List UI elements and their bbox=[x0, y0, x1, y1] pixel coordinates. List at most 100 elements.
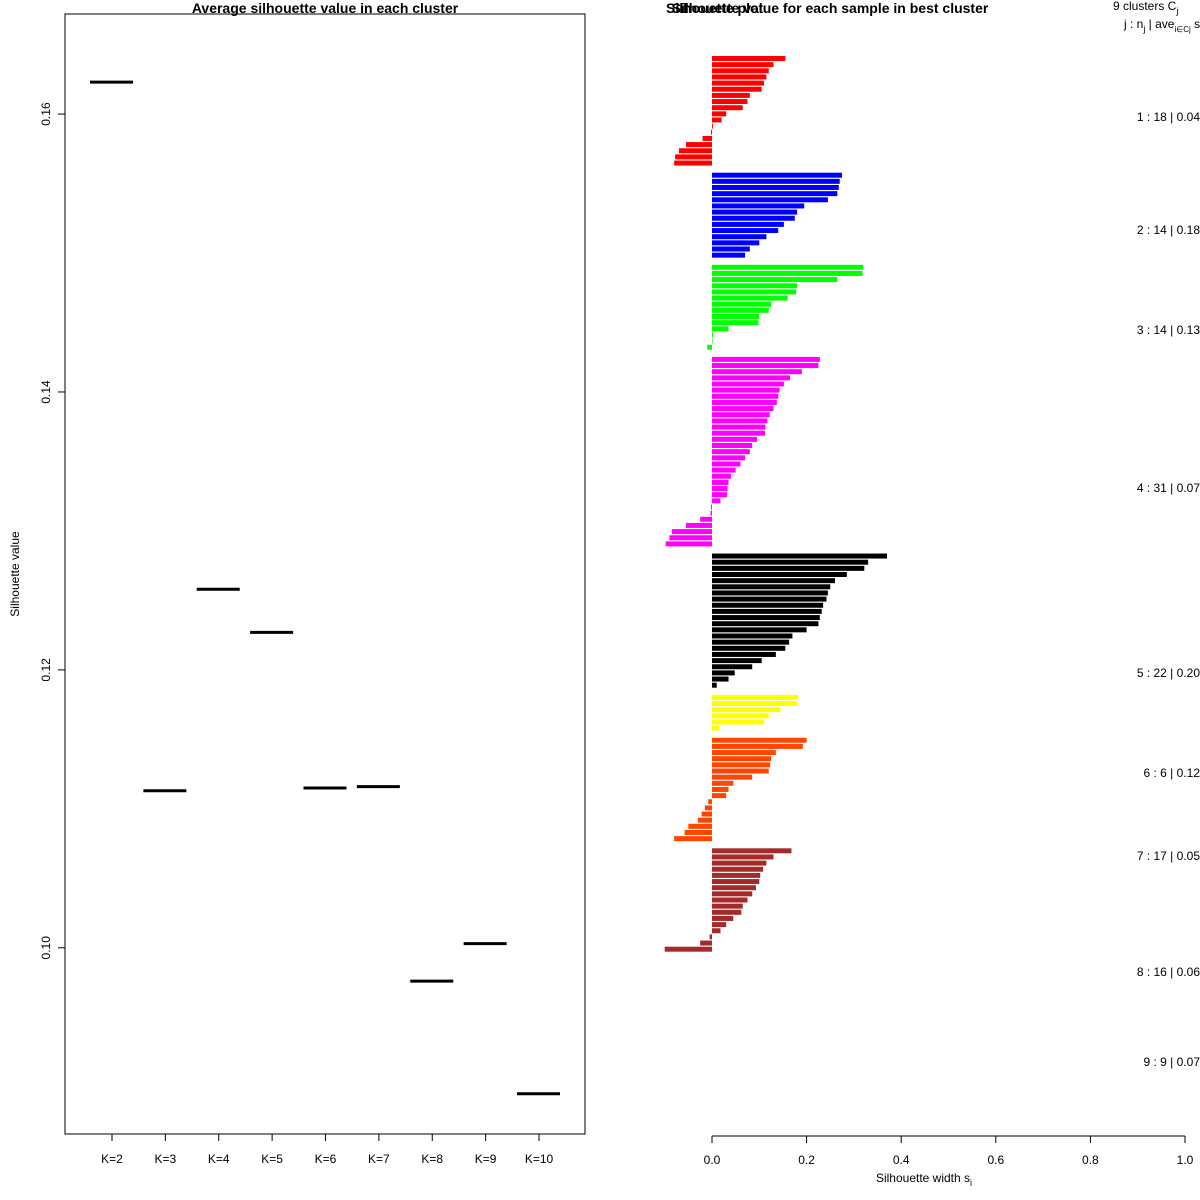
silhouette-bar bbox=[712, 314, 760, 319]
silhouette-bar bbox=[712, 553, 888, 559]
silhouette-bar bbox=[712, 780, 734, 786]
silhouette-bar bbox=[712, 283, 798, 289]
x-tick-label: K=6 bbox=[315, 1152, 337, 1166]
x-tick-label: K=10 bbox=[525, 1152, 554, 1166]
cluster-label: 7 : 17 | 0.05 bbox=[1137, 849, 1200, 863]
sil-x-tick-label: 0.6 bbox=[987, 1153, 1004, 1167]
silhouette-bar bbox=[688, 823, 712, 829]
cluster-label: 8 : 16 | 0.06 bbox=[1137, 965, 1200, 979]
silhouette-bar bbox=[712, 277, 838, 283]
silhouette-bar bbox=[712, 455, 746, 461]
silhouette-bar bbox=[712, 473, 731, 479]
silhouette-bar bbox=[712, 430, 765, 436]
silhouette-bar bbox=[712, 848, 792, 854]
silhouette-bar bbox=[700, 516, 712, 522]
y-tick-label: 0.14 bbox=[39, 380, 53, 404]
silhouette-bar bbox=[697, 817, 712, 823]
silhouette-bar bbox=[712, 786, 729, 792]
silhouette-bar bbox=[712, 111, 727, 117]
silhouette-bar bbox=[712, 172, 843, 178]
silhouette-bar bbox=[712, 774, 753, 780]
silhouette-bar bbox=[712, 750, 776, 756]
x-tick-label: K=8 bbox=[421, 1152, 443, 1166]
right-chart-title: Silhouette value for each sample in best… bbox=[672, 0, 989, 16]
sil-x-tick-label: 0.4 bbox=[893, 1153, 910, 1167]
silhouette-bar bbox=[712, 234, 767, 240]
silhouette-bar bbox=[671, 529, 712, 535]
sil-x-tick-label: 0.0 bbox=[704, 1153, 721, 1167]
silhouette-bar bbox=[712, 701, 798, 706]
silhouette-bar bbox=[684, 830, 712, 835]
silhouette-bar bbox=[712, 633, 793, 639]
silhouette-bar bbox=[712, 240, 760, 246]
silhouette-bar bbox=[712, 332, 713, 338]
silhouette-bar bbox=[712, 461, 741, 467]
silhouette-bar bbox=[712, 326, 729, 332]
silhouette-bar bbox=[712, 565, 865, 571]
silhouette-bar bbox=[685, 142, 712, 148]
silhouette-bar bbox=[712, 105, 743, 111]
x-tick-label: K=2 bbox=[101, 1152, 123, 1166]
legend-header-line1: 9 clusters Cj bbox=[1113, 0, 1178, 16]
silhouette-bar bbox=[712, 74, 767, 80]
silhouette-bar bbox=[712, 92, 750, 98]
silhouette-bar bbox=[712, 295, 788, 301]
silhouette-bar bbox=[712, 443, 753, 448]
silhouette-bar bbox=[712, 449, 750, 455]
x-tick-label: K=5 bbox=[261, 1152, 283, 1166]
silhouette-bar bbox=[711, 129, 712, 135]
silhouette-bar bbox=[712, 117, 722, 123]
silhouette-bar bbox=[712, 191, 838, 197]
silhouette-bar bbox=[712, 590, 828, 596]
right-chart-hidden-title: Silhouette plot bbox=[666, 0, 764, 16]
silhouette-bar bbox=[712, 897, 748, 903]
silhouette-bar bbox=[712, 860, 767, 866]
silhouette-bar bbox=[712, 578, 835, 584]
silhouette-bar bbox=[712, 492, 728, 498]
silhouette-bar bbox=[712, 381, 784, 387]
left-plot-frame bbox=[64, 13, 586, 1135]
silhouette-bar bbox=[712, 872, 761, 878]
cluster-label: 4 : 31 | 0.07 bbox=[1137, 481, 1200, 495]
silhouette-bar bbox=[712, 418, 768, 424]
silhouette-bar bbox=[711, 504, 712, 510]
silhouette-bar bbox=[712, 215, 795, 221]
silhouette-bar bbox=[712, 885, 756, 891]
cluster-label: 2 : 14 | 0.18 bbox=[1137, 223, 1200, 237]
silhouette-bar bbox=[712, 363, 819, 369]
silhouette-bar bbox=[712, 572, 847, 577]
silhouette-bar bbox=[712, 467, 736, 473]
silhouette-bar bbox=[712, 707, 781, 713]
silhouette-bar bbox=[712, 185, 839, 190]
silhouette-bar bbox=[664, 946, 712, 952]
y-tick-label: 0.16 bbox=[39, 102, 53, 126]
silhouette-bar bbox=[712, 584, 831, 590]
silhouette-bar bbox=[701, 811, 712, 817]
silhouette-bar bbox=[712, 369, 802, 375]
silhouette-bar bbox=[678, 148, 712, 154]
silhouette-bar bbox=[712, 221, 784, 227]
silhouette-bar bbox=[712, 406, 774, 412]
silhouette-bar bbox=[712, 197, 828, 203]
silhouette-bar bbox=[708, 799, 712, 805]
silhouette-bar bbox=[712, 178, 840, 184]
silhouette-bar bbox=[712, 559, 869, 565]
silhouette-bar bbox=[712, 915, 734, 921]
silhouette-bar bbox=[712, 596, 827, 602]
y-tick-label: 0.12 bbox=[39, 658, 53, 682]
silhouette-bar bbox=[712, 264, 864, 270]
silhouette-bar bbox=[709, 934, 712, 940]
silhouette-bar bbox=[712, 203, 805, 209]
silhouette-bar bbox=[712, 713, 769, 719]
silhouette-bar bbox=[712, 768, 769, 774]
silhouette-bar bbox=[674, 160, 712, 166]
silhouette-bar bbox=[712, 338, 713, 344]
silhouette-bar bbox=[712, 627, 807, 633]
silhouette-bar bbox=[712, 301, 772, 307]
silhouette-bar bbox=[685, 522, 712, 528]
silhouette-bar bbox=[712, 320, 759, 326]
silhouette-bar bbox=[712, 639, 790, 645]
silhouette-bar bbox=[712, 498, 721, 504]
silhouette-bar bbox=[707, 344, 712, 350]
